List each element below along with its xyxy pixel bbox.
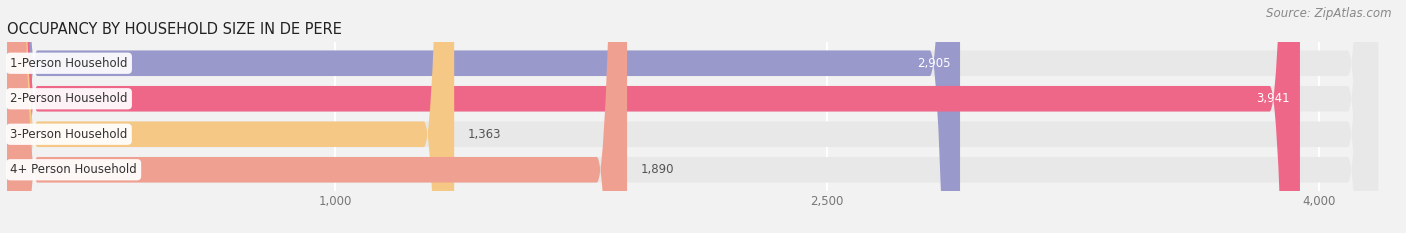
Text: 2,905: 2,905	[917, 57, 950, 70]
FancyBboxPatch shape	[7, 0, 1301, 233]
Text: 3-Person Household: 3-Person Household	[10, 128, 128, 141]
FancyBboxPatch shape	[7, 0, 1378, 233]
FancyBboxPatch shape	[7, 0, 1378, 233]
FancyBboxPatch shape	[7, 0, 627, 233]
Text: 3,941: 3,941	[1257, 92, 1291, 105]
Text: 2-Person Household: 2-Person Household	[10, 92, 128, 105]
Text: 1,363: 1,363	[467, 128, 501, 141]
Text: 1,890: 1,890	[640, 163, 673, 176]
Text: Source: ZipAtlas.com: Source: ZipAtlas.com	[1267, 7, 1392, 20]
Text: OCCUPANCY BY HOUSEHOLD SIZE IN DE PERE: OCCUPANCY BY HOUSEHOLD SIZE IN DE PERE	[7, 22, 342, 37]
Text: 4+ Person Household: 4+ Person Household	[10, 163, 136, 176]
FancyBboxPatch shape	[7, 0, 1378, 233]
FancyBboxPatch shape	[7, 0, 454, 233]
FancyBboxPatch shape	[7, 0, 1378, 233]
Text: 1-Person Household: 1-Person Household	[10, 57, 128, 70]
FancyBboxPatch shape	[7, 0, 960, 233]
